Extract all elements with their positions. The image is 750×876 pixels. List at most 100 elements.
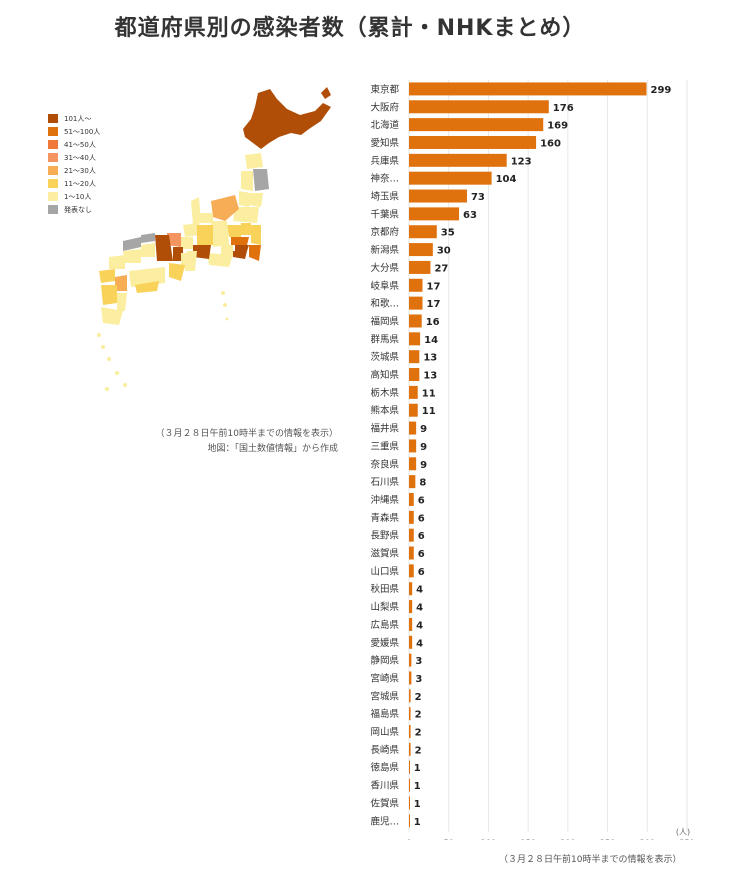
map-island xyxy=(221,291,225,295)
unit-label: (人) xyxy=(676,828,690,837)
japan-map xyxy=(97,87,331,391)
bar-value-label: 3 xyxy=(415,656,422,667)
category-label: 福島県 xyxy=(370,708,399,720)
map-tokyo xyxy=(235,245,249,251)
bar-value-label: 6 xyxy=(418,567,425,578)
map-hyogo xyxy=(155,235,173,261)
legend-label: 41～50人 xyxy=(64,140,96,149)
category-label: 北海道 xyxy=(370,119,399,131)
map-kyoto xyxy=(167,233,181,247)
category-label: 栃木県 xyxy=(370,387,399,399)
legend-label: 発表なし xyxy=(64,205,92,214)
bar-value-label: 123 xyxy=(511,156,532,167)
bar xyxy=(409,243,433,257)
category-label: 大阪府 xyxy=(370,101,399,113)
bar-value-label: 6 xyxy=(418,495,425,506)
bar xyxy=(409,457,417,471)
map-osaka xyxy=(173,247,183,261)
bar-value-label: 63 xyxy=(463,210,477,221)
map-yamagata xyxy=(239,191,251,207)
legend-item: 51～100人 xyxy=(48,125,100,138)
category-label: 兵庫県 xyxy=(370,155,399,167)
category-label: 沖縄県 xyxy=(370,494,399,506)
map-yamaguchi xyxy=(109,255,125,269)
map-legend: 101人～ 51～100人 41～50人 31～40人 21～30人 11～20人 1～10… xyxy=(48,112,100,216)
map-aichi xyxy=(193,245,211,259)
category-label: 新潟県 xyxy=(370,244,399,256)
bar-value-label: 4 xyxy=(416,603,423,614)
bar xyxy=(409,707,411,721)
bar-value-label: 17 xyxy=(427,299,441,310)
page-title: 都道府県別の感染者数（累計・NHKまとめ） xyxy=(114,16,586,41)
category-label: 徳島県 xyxy=(370,762,399,774)
bar-value-label: 2 xyxy=(415,710,422,721)
map-island xyxy=(115,371,119,375)
bar xyxy=(409,171,492,185)
bar xyxy=(409,528,414,542)
x-tick-label: 350 xyxy=(679,839,694,840)
category-label: 東京都 xyxy=(370,83,399,95)
legend-item: 31～40人 xyxy=(48,151,100,164)
x-tick-label: 300 xyxy=(640,839,655,840)
legend-swatch xyxy=(48,114,58,123)
x-tick-label: 0 xyxy=(406,839,411,840)
category-label: 福岡県 xyxy=(370,315,399,327)
bar xyxy=(409,403,418,417)
x-tick-label: 50 xyxy=(444,839,454,840)
map-hokkaido-cape xyxy=(321,87,331,99)
bar xyxy=(409,689,411,703)
category-label: 奈良県 xyxy=(370,458,399,470)
bar xyxy=(409,492,414,506)
category-label: 山口県 xyxy=(370,566,399,577)
map-miyagi xyxy=(249,193,263,207)
bar xyxy=(409,82,647,96)
category-label: 埼玉県 xyxy=(370,191,399,203)
bar xyxy=(409,600,413,614)
bar xyxy=(409,207,460,221)
x-tick-label: 100 xyxy=(481,839,496,840)
bar-value-label: 4 xyxy=(416,620,423,631)
category-label: 青森県 xyxy=(370,512,399,524)
chart-date-note: （３月２８日午前10時半までの情報を表示） xyxy=(499,855,682,865)
legend-swatch xyxy=(48,153,58,162)
category-label: 香川県 xyxy=(370,781,399,792)
bar xyxy=(409,617,413,631)
map-toyama xyxy=(199,213,213,223)
bar-value-label: 9 xyxy=(420,460,427,471)
category-label: 長野県 xyxy=(370,531,399,542)
category-label: 高知県 xyxy=(370,369,399,381)
bar-value-label: 169 xyxy=(547,121,568,132)
category-label: 福井県 xyxy=(370,423,399,435)
bar xyxy=(409,296,423,310)
legend-label: 31～40人 xyxy=(64,153,96,162)
bar xyxy=(409,742,411,756)
map-niigata xyxy=(211,195,239,221)
map-fukushima xyxy=(233,207,259,223)
map-date-note: （３月２８日午前10時半までの情報を表示） xyxy=(155,429,338,439)
bar-value-label: 17 xyxy=(427,281,441,292)
bar xyxy=(409,260,431,274)
bar xyxy=(409,582,413,596)
map-tochigi xyxy=(241,223,251,235)
legend-swatch xyxy=(48,140,58,149)
map-shizuoka xyxy=(207,253,233,267)
category-label: 岡山県 xyxy=(370,727,399,738)
legend-swatch xyxy=(48,205,58,214)
map-hiroshima xyxy=(123,249,141,263)
category-label: 群馬県 xyxy=(370,333,399,345)
legend-swatch xyxy=(48,127,58,136)
map-island xyxy=(123,383,127,387)
bar xyxy=(409,385,418,399)
bar-value-label: 11 xyxy=(422,406,436,417)
bar xyxy=(409,564,414,578)
category-label: 広島県 xyxy=(370,619,399,631)
map-fukui xyxy=(183,223,199,237)
bar-value-label: 14 xyxy=(424,335,438,346)
bar-value-label: 8 xyxy=(419,478,426,489)
category-label: 茨城県 xyxy=(370,351,399,363)
map-miyazaki xyxy=(117,293,127,311)
legend-item: 発表なし xyxy=(48,203,100,216)
map-yamanashi xyxy=(221,245,233,255)
bar xyxy=(409,439,417,453)
map-tottori xyxy=(141,233,155,243)
